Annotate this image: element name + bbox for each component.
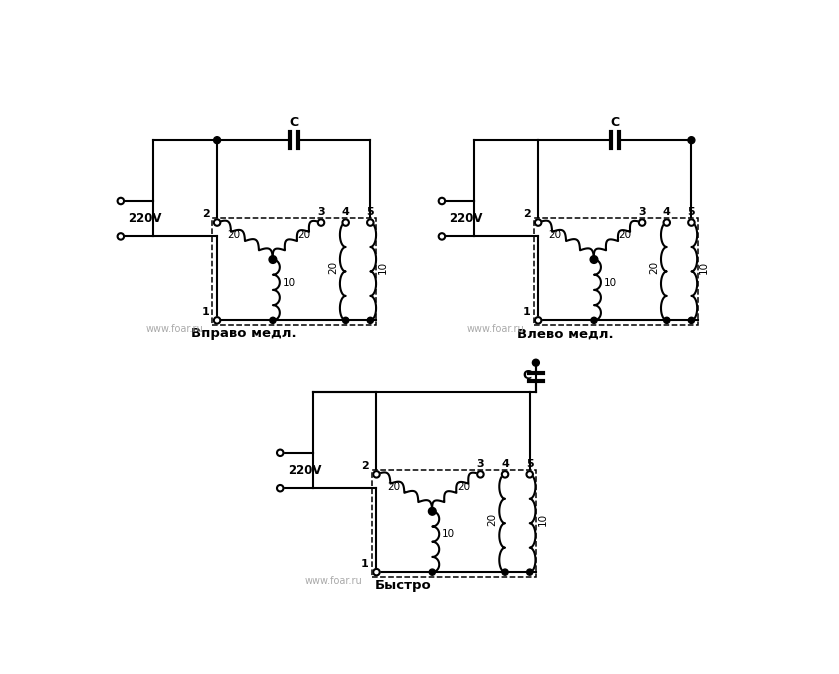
Circle shape: [688, 137, 695, 144]
Circle shape: [502, 471, 508, 478]
Circle shape: [502, 569, 508, 575]
Text: C: C: [522, 369, 531, 382]
Bar: [212, 218, 377, 325]
Circle shape: [430, 569, 435, 575]
Bar: [372, 470, 536, 577]
Text: C: C: [610, 116, 619, 129]
Text: C: C: [289, 116, 298, 129]
Text: 10: 10: [283, 278, 296, 288]
Circle shape: [214, 317, 221, 324]
Circle shape: [342, 317, 349, 324]
Circle shape: [277, 450, 284, 456]
Text: 2: 2: [201, 210, 210, 220]
Circle shape: [373, 569, 380, 576]
Circle shape: [535, 317, 541, 324]
Circle shape: [367, 317, 373, 324]
Circle shape: [533, 359, 539, 366]
Circle shape: [373, 471, 380, 478]
Circle shape: [318, 219, 324, 226]
Circle shape: [269, 255, 277, 264]
Circle shape: [664, 219, 670, 226]
Text: 10: 10: [378, 261, 388, 274]
Text: 10: 10: [699, 261, 709, 274]
Text: 5: 5: [688, 207, 696, 217]
Circle shape: [342, 219, 349, 226]
Text: 5: 5: [526, 459, 534, 469]
Text: 10: 10: [604, 278, 618, 288]
Circle shape: [367, 219, 373, 226]
Circle shape: [688, 317, 695, 324]
Text: 220V: 220V: [450, 212, 483, 225]
Circle shape: [535, 219, 541, 226]
Circle shape: [117, 233, 124, 240]
Text: 4: 4: [663, 207, 670, 217]
Text: 3: 3: [638, 207, 646, 217]
Text: 3: 3: [477, 459, 484, 469]
Circle shape: [526, 471, 533, 478]
Text: www.foar.ru: www.foar.ru: [145, 324, 203, 334]
Circle shape: [590, 255, 598, 264]
Text: 220V: 220V: [288, 464, 321, 477]
Circle shape: [664, 317, 670, 324]
Text: 20: 20: [298, 230, 310, 240]
Text: 20: 20: [328, 261, 338, 274]
Text: 1: 1: [361, 559, 369, 569]
Text: 10: 10: [442, 529, 456, 539]
Text: 20: 20: [387, 482, 400, 491]
Text: 1: 1: [201, 307, 210, 317]
Text: 20: 20: [618, 230, 632, 240]
Text: 20: 20: [487, 513, 498, 526]
Text: 4: 4: [341, 207, 350, 217]
Circle shape: [591, 317, 597, 324]
Text: 5: 5: [367, 207, 374, 217]
Text: 20: 20: [549, 230, 561, 240]
Circle shape: [688, 219, 695, 226]
Text: Быстро: Быстро: [375, 579, 432, 592]
Text: 20: 20: [227, 230, 241, 240]
Text: 20: 20: [457, 482, 470, 491]
Circle shape: [429, 508, 436, 515]
Bar: [534, 218, 697, 325]
Circle shape: [270, 317, 276, 324]
Circle shape: [638, 219, 645, 226]
Text: 10: 10: [538, 513, 547, 526]
Circle shape: [214, 219, 221, 226]
Text: 20: 20: [649, 261, 659, 274]
Text: Влево медл.: Влево медл.: [517, 328, 613, 340]
Text: www.foar.ru: www.foar.ru: [305, 576, 362, 586]
Circle shape: [277, 485, 284, 491]
Text: 1: 1: [523, 307, 530, 317]
Circle shape: [477, 471, 483, 478]
Circle shape: [439, 197, 446, 204]
Text: 2: 2: [523, 210, 530, 220]
Text: 2: 2: [361, 461, 369, 471]
Text: 3: 3: [317, 207, 325, 217]
Text: www.foar.ru: www.foar.ru: [466, 324, 524, 334]
Text: Вправо медл.: Вправо медл.: [191, 328, 297, 340]
Text: 4: 4: [501, 459, 509, 469]
Circle shape: [214, 137, 221, 144]
Circle shape: [527, 569, 533, 575]
Circle shape: [117, 197, 124, 204]
Text: 220V: 220V: [128, 212, 162, 225]
Circle shape: [439, 233, 446, 240]
